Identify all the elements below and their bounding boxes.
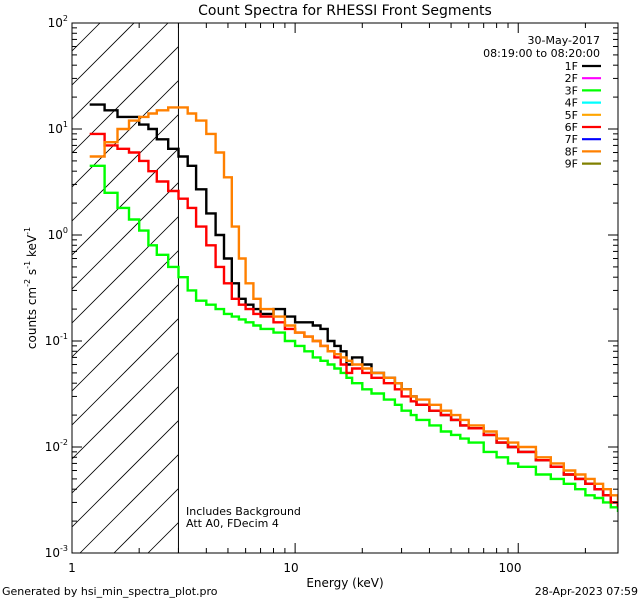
legend-label: 6F	[565, 121, 578, 134]
x-tick-label: 1	[68, 561, 76, 575]
legend-label: 2F	[565, 72, 578, 85]
y-tick-label: 10-3	[45, 544, 68, 560]
series-3F	[89, 164, 618, 512]
hatched-region	[72, 23, 179, 553]
y-tick-label: 100	[48, 226, 68, 242]
annotation-background: Includes Background	[186, 505, 301, 518]
series-8F	[89, 106, 618, 501]
footer-timestamp: 28-Apr-2023 07:59	[535, 585, 638, 598]
y-tick-label: 102	[48, 14, 68, 30]
legend-label: 4F	[565, 97, 578, 110]
hatch-line	[72, 23, 169, 120]
legend-label: 9F	[565, 158, 578, 171]
hatch-line	[72, 352, 179, 460]
y-tick-label: 101	[48, 120, 68, 136]
hatch-line	[72, 46, 179, 154]
y-axis-label: counts cm-2 s-1 keV-1	[23, 227, 39, 349]
date-label: 30-May-2017	[528, 34, 600, 47]
hatch-line	[72, 182, 179, 290]
time-range-label: 08:19:00 to 08:20:00	[483, 47, 600, 60]
hatch-line	[72, 114, 179, 222]
legend-label: 1F	[565, 60, 578, 73]
hatch-line	[72, 386, 179, 494]
x-tick-label: 10	[283, 561, 298, 575]
generated-by-label: Generated by hsi_min_spectra_plot.pro	[2, 585, 218, 598]
y-tick-label: 10-1	[45, 332, 68, 348]
y-tick-label: 10-2	[45, 438, 68, 454]
legend-label: 7F	[565, 133, 578, 146]
legend-label: 3F	[565, 84, 578, 97]
hatch-line	[72, 284, 179, 392]
chart-title: Count Spectra for RHESSI Front Segments	[198, 3, 492, 19]
hatch-line	[79, 454, 179, 553]
hatch-line	[72, 23, 135, 86]
hatch-line	[72, 80, 179, 188]
legend-label: 5F	[565, 109, 578, 122]
plot-frame	[71, 22, 619, 554]
series-6F	[89, 132, 618, 507]
x-tick-label: 100	[499, 561, 522, 575]
hatch-line	[72, 250, 179, 358]
hatch-line	[72, 318, 179, 426]
x-axis-label: Energy (keV)	[306, 576, 383, 590]
annotation-attenuator: Att A0, FDecim 4	[186, 517, 279, 530]
hatch-line	[113, 488, 179, 553]
hatch-line	[147, 522, 179, 553]
hatch-line	[72, 420, 179, 528]
series-1F	[89, 103, 618, 507]
hatch-line	[72, 216, 179, 324]
hatch-line	[72, 148, 179, 256]
legend-label: 8F	[565, 145, 578, 158]
